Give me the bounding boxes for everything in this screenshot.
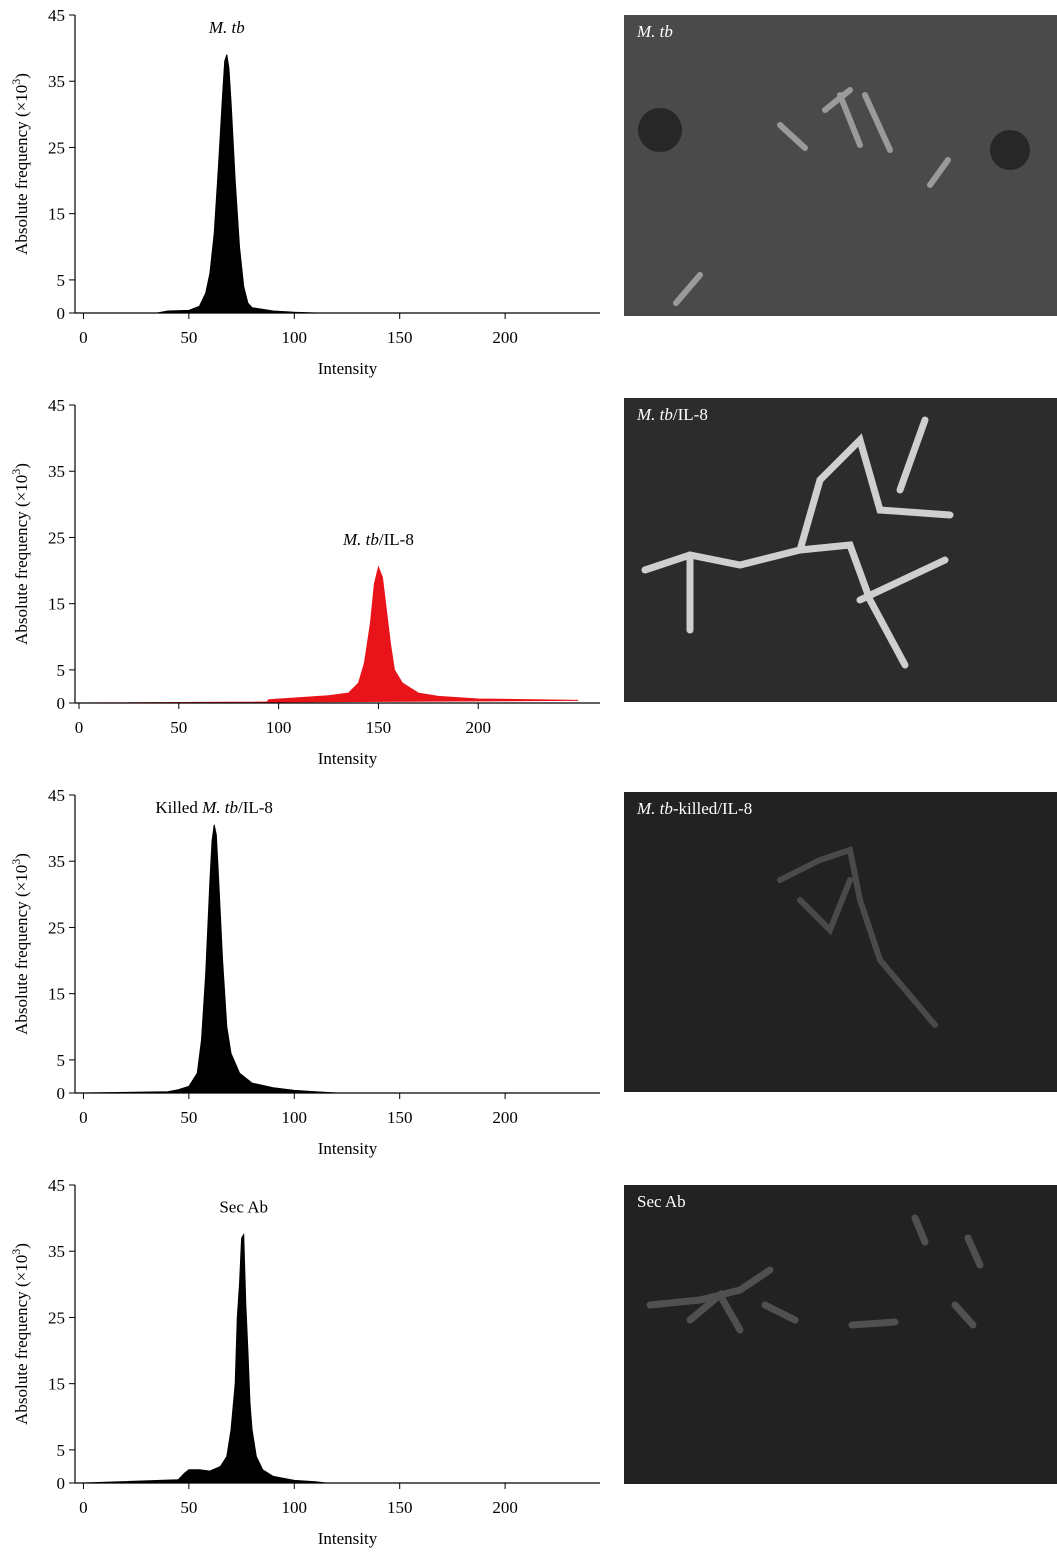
- annotation: M. tb: [208, 18, 245, 37]
- y-tick-label: 45: [48, 786, 65, 805]
- y-tick-label: 35: [48, 852, 65, 871]
- x-axis-label: Intensity: [318, 1139, 378, 1158]
- x-tick-label: 0: [79, 1498, 88, 1517]
- x-tick-label: 100: [282, 328, 308, 347]
- x-tick-label: 0: [79, 1108, 88, 1127]
- chart: 0 5 15 25 35 45 0 50 100 150 200 Intensity Absolute …: [9, 396, 600, 768]
- x-tick-label: 50: [180, 328, 197, 347]
- y-tick-label: 45: [48, 396, 65, 415]
- histogram-area: [83, 1233, 590, 1484]
- y-tick-label: 15: [48, 1375, 65, 1394]
- x-tick-label: 200: [465, 718, 491, 737]
- text-run: Absolute frequency (×10: [12, 85, 31, 255]
- annotation: M. tb/IL-8: [342, 530, 414, 549]
- y-tick-label: 5: [57, 661, 66, 680]
- text-run: Sec Ab: [637, 1192, 686, 1211]
- y-tick-label: 0: [57, 1084, 66, 1103]
- text-run: M. tb: [636, 405, 673, 424]
- x-tick-label: 150: [387, 328, 413, 347]
- x-tick-label: 50: [170, 718, 187, 737]
- y-tick-label: 25: [48, 1308, 65, 1327]
- micrograph: [624, 792, 1057, 1092]
- text-run: 3: [9, 469, 23, 475]
- y-axis-label: Absolute frequency (×103): [9, 73, 31, 255]
- x-axis-label: Intensity: [318, 749, 378, 768]
- x-tick-label: 150: [387, 1498, 413, 1517]
- x-axis-label: Intensity: [318, 359, 378, 378]
- x-tick-label: 200: [492, 1498, 518, 1517]
- text-run: ): [12, 73, 31, 79]
- y-tick-label: 45: [48, 6, 65, 25]
- text-run: M. tb: [201, 798, 238, 817]
- x-tick-label: 100: [266, 718, 292, 737]
- chart: 0 5 15 25 35 45 0 50 100 150 200 Intensity Absolute …: [9, 786, 600, 1158]
- x-tick-label: 150: [387, 1108, 413, 1127]
- x-tick-label: 50: [180, 1498, 197, 1517]
- histogram-area: [83, 824, 590, 1094]
- text-run: Absolute frequency (×10: [12, 865, 31, 1035]
- micrograph: [624, 15, 1057, 316]
- x-tick-label: 0: [75, 718, 84, 737]
- x-axis-label: Intensity: [318, 1529, 378, 1548]
- text-run: Absolute frequency (×10: [12, 1255, 31, 1425]
- y-tick-label: 35: [48, 462, 65, 481]
- y-tick-label: 5: [57, 1051, 66, 1070]
- y-tick-label: 35: [48, 1242, 65, 1261]
- y-tick-label: 45: [48, 1176, 65, 1195]
- annotation: Sec Ab: [219, 1198, 268, 1217]
- x-tick-label: 50: [180, 1108, 197, 1127]
- text-run: /IL-8: [238, 798, 273, 817]
- y-axis-label: Absolute frequency (×103): [9, 463, 31, 645]
- y-tick-label: 25: [48, 528, 65, 547]
- image-label: M. tb: [636, 22, 673, 41]
- text-run: ): [12, 463, 31, 469]
- text-run: 3: [9, 79, 23, 85]
- y-tick-label: 15: [48, 595, 65, 614]
- y-tick-label: 25: [48, 138, 65, 157]
- histogram-area: [78, 565, 579, 704]
- text-run: M. tb: [636, 799, 673, 818]
- histogram-area: [83, 54, 590, 314]
- y-axis-label: Absolute frequency (×103): [9, 1243, 31, 1425]
- text-run: 3: [9, 1249, 23, 1255]
- image-label: Sec Ab: [637, 1192, 686, 1211]
- text-run: 3: [9, 859, 23, 865]
- text-run: Killed: [155, 798, 202, 817]
- image-label: M. tb/IL-8: [636, 405, 708, 424]
- x-tick-label: 150: [366, 718, 392, 737]
- text-run: M. tb: [342, 530, 379, 549]
- text-run: -killed/IL-8: [673, 799, 752, 818]
- annotation: Killed M. tb/IL-8: [155, 798, 273, 817]
- y-tick-label: 25: [48, 918, 65, 937]
- text-run: ): [12, 1243, 31, 1249]
- text-run: Absolute frequency (×10: [12, 475, 31, 645]
- micrograph: [624, 1185, 1057, 1484]
- text-run: M. tb: [208, 18, 245, 37]
- x-tick-label: 200: [492, 1108, 518, 1127]
- text-run: Sec Ab: [219, 1198, 268, 1217]
- text-run: /IL-8: [673, 405, 708, 424]
- y-tick-label: 35: [48, 72, 65, 91]
- x-tick-label: 0: [79, 328, 88, 347]
- text-run: M. tb: [636, 22, 673, 41]
- y-tick-label: 5: [57, 271, 66, 290]
- chart: 0 5 15 25 35 45 0 50 100 150 200 Intensity Absolute …: [9, 1176, 600, 1548]
- image-label: M. tb-killed/IL-8: [636, 799, 752, 818]
- y-tick-label: 15: [48, 205, 65, 224]
- text-run: /IL-8: [379, 530, 414, 549]
- y-tick-label: 0: [57, 1474, 66, 1493]
- micrograph: [624, 398, 1057, 702]
- text-run: ): [12, 853, 31, 859]
- y-tick-label: 0: [57, 304, 66, 323]
- x-tick-label: 100: [282, 1498, 308, 1517]
- y-tick-label: 15: [48, 985, 65, 1004]
- y-tick-label: 0: [57, 694, 66, 713]
- x-tick-label: 200: [492, 328, 518, 347]
- x-tick-label: 100: [282, 1108, 308, 1127]
- y-axis-label: Absolute frequency (×103): [9, 853, 31, 1035]
- chart: 0 5 15 25 35 45 0 50 100 150 200 Intensity Absolute …: [9, 6, 600, 378]
- y-tick-label: 5: [57, 1441, 66, 1460]
